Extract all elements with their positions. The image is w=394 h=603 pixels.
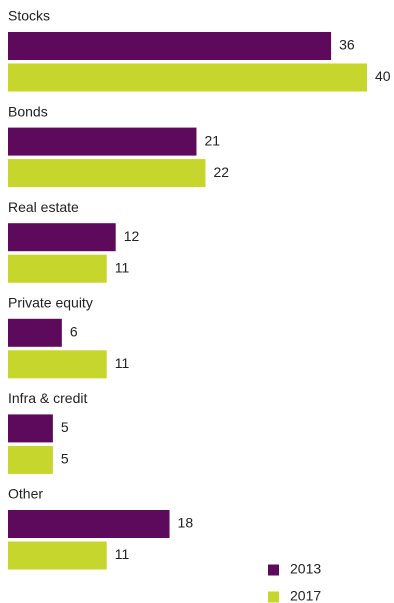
bar: [8, 318, 62, 347]
value-label: 18: [178, 515, 194, 531]
value-label: 11: [115, 259, 130, 275]
category-label: Stocks: [8, 8, 50, 24]
bar: [8, 127, 197, 156]
bar: [8, 414, 53, 443]
category-label: Real estate: [8, 199, 79, 215]
value-label: 12: [124, 228, 140, 244]
bar: [8, 63, 367, 92]
value-label: 40: [375, 68, 391, 84]
bar: [8, 254, 107, 283]
value-label: 21: [204, 132, 220, 148]
value-label: 5: [61, 451, 69, 467]
category-label: Private equity: [8, 295, 93, 311]
legend-label: 2013: [290, 561, 321, 577]
value-label: 6: [70, 324, 78, 340]
value-label: 5: [61, 419, 69, 435]
bar: [8, 541, 107, 570]
value-label: 11: [115, 355, 130, 371]
category-label: Bonds: [8, 103, 48, 119]
category-label: Other: [8, 486, 43, 502]
value-label: 11: [115, 546, 130, 562]
bar: [8, 32, 332, 60]
legend-swatch: [268, 591, 279, 603]
legend-label: 2017: [290, 588, 321, 603]
bar: [8, 350, 107, 379]
legend-swatch: [268, 564, 279, 576]
bar: [8, 223, 116, 252]
bar: [8, 159, 206, 188]
bar: [8, 510, 170, 538]
bar: [8, 445, 53, 474]
value-label: 36: [339, 37, 355, 53]
value-label: 22: [213, 164, 229, 180]
category-label: Infra & credit: [8, 390, 87, 406]
